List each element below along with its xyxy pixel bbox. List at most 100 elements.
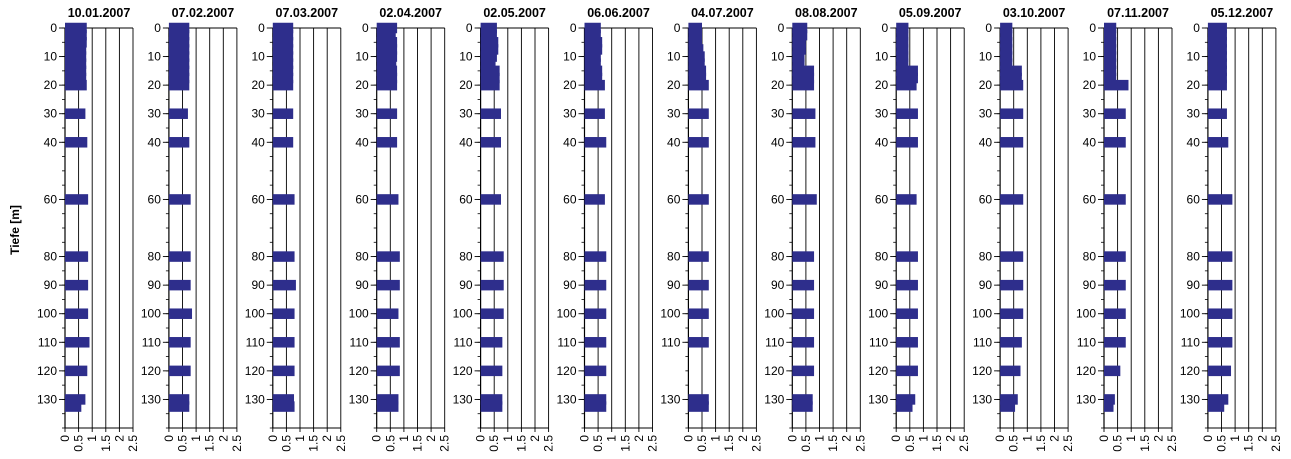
bar	[1000, 337, 1022, 348]
bar	[896, 65, 918, 77]
bar	[1104, 401, 1114, 412]
bar	[792, 58, 805, 69]
bar	[792, 44, 806, 55]
x-tick-label: 1.5	[826, 435, 840, 452]
bar	[1104, 279, 1126, 291]
bar	[896, 29, 909, 41]
bar	[1104, 251, 1126, 262]
x-tick-label: 2	[944, 435, 958, 442]
x-tick-label: 1.5	[1138, 435, 1152, 452]
bar	[376, 401, 399, 412]
y-tick-label: 130	[141, 392, 161, 406]
bar	[480, 308, 504, 319]
bar	[480, 44, 499, 55]
y-tick-label: 40	[251, 135, 265, 149]
bar	[1104, 51, 1117, 62]
y-tick-label: 120	[141, 364, 161, 378]
bar	[376, 29, 396, 41]
bar	[688, 194, 709, 205]
x-tick-label: 0.5	[799, 435, 813, 452]
bar	[376, 72, 398, 84]
bar	[272, 58, 294, 69]
y-tick-label: 10	[667, 50, 681, 64]
x-tick-label: 1.5	[930, 435, 944, 452]
bar	[584, 65, 603, 77]
y-tick-label: 90	[44, 278, 58, 292]
y-tick-label: 40	[979, 135, 993, 149]
bar	[168, 65, 190, 77]
y-tick-label: 10	[979, 50, 993, 64]
bar	[1104, 22, 1117, 34]
bar	[480, 72, 500, 84]
y-tick-label: 110	[661, 335, 680, 349]
y-tick-label: 30	[1187, 107, 1201, 121]
bar	[272, 194, 295, 205]
bar	[688, 58, 705, 69]
bar	[168, 308, 193, 319]
y-tick-label: 80	[251, 250, 265, 264]
bar	[480, 22, 497, 34]
bar	[376, 108, 398, 119]
bar	[584, 251, 607, 262]
bar	[1207, 65, 1227, 77]
bar	[896, 394, 916, 405]
bar	[1000, 37, 1013, 48]
bar	[168, 394, 190, 405]
y-tick-label: 130	[556, 392, 576, 406]
bar	[1104, 337, 1126, 348]
x-tick-label: 1	[1228, 435, 1242, 442]
y-tick-label: 100	[141, 307, 161, 321]
x-tick-label: 0	[578, 435, 592, 442]
panel-title: 02.04.2007	[379, 6, 442, 20]
y-tick-label: 130	[1076, 392, 1096, 406]
x-tick-label: 0	[370, 435, 384, 442]
bar	[272, 22, 294, 34]
bar	[272, 72, 294, 84]
x-tick-label: 1.5	[203, 435, 217, 452]
bar	[272, 44, 294, 55]
x-tick-label: 0.5	[176, 435, 190, 452]
bar	[792, 79, 815, 91]
y-tick-label: 80	[44, 250, 58, 264]
y-tick-label: 40	[667, 135, 681, 149]
y-tick-label: 110	[38, 335, 57, 349]
y-tick-label: 120	[556, 364, 576, 378]
y-tick-label: 20	[875, 78, 889, 92]
x-tick-label: 0	[266, 435, 280, 442]
bar	[584, 394, 607, 405]
y-tick-label: 10	[1083, 50, 1097, 64]
bar	[65, 251, 89, 262]
bar	[272, 308, 295, 319]
bar	[1104, 394, 1115, 405]
y-tick-label: 130	[245, 392, 265, 406]
bar	[792, 29, 808, 41]
panel-title: 04.07.2007	[691, 6, 754, 20]
y-tick-label: 90	[148, 278, 162, 292]
bar	[168, 29, 190, 41]
bar	[896, 72, 918, 84]
x-tick-label: 2	[632, 435, 646, 442]
x-tick-label: 2.5	[334, 435, 348, 452]
bar	[480, 79, 500, 91]
y-tick-label: 0	[50, 21, 57, 35]
panel-title: 07.02.2007	[172, 6, 235, 20]
y-tick-label: 40	[148, 135, 162, 149]
bar	[65, 308, 89, 319]
x-tick-label: 2	[216, 435, 230, 442]
y-tick-label: 60	[1187, 192, 1201, 206]
x-tick-label: 2.5	[1269, 435, 1283, 452]
bar	[584, 194, 605, 205]
y-tick-label: 120	[37, 364, 57, 378]
bar	[792, 72, 815, 84]
bar	[584, 79, 605, 91]
bar	[792, 365, 815, 377]
y-tick-label: 20	[148, 78, 162, 92]
y-tick-label: 30	[251, 107, 265, 121]
bar	[1207, 51, 1227, 62]
y-tick-label: 30	[44, 107, 58, 121]
y-tick-label: 40	[1187, 135, 1201, 149]
bar	[688, 72, 707, 84]
bar	[1207, 279, 1233, 291]
